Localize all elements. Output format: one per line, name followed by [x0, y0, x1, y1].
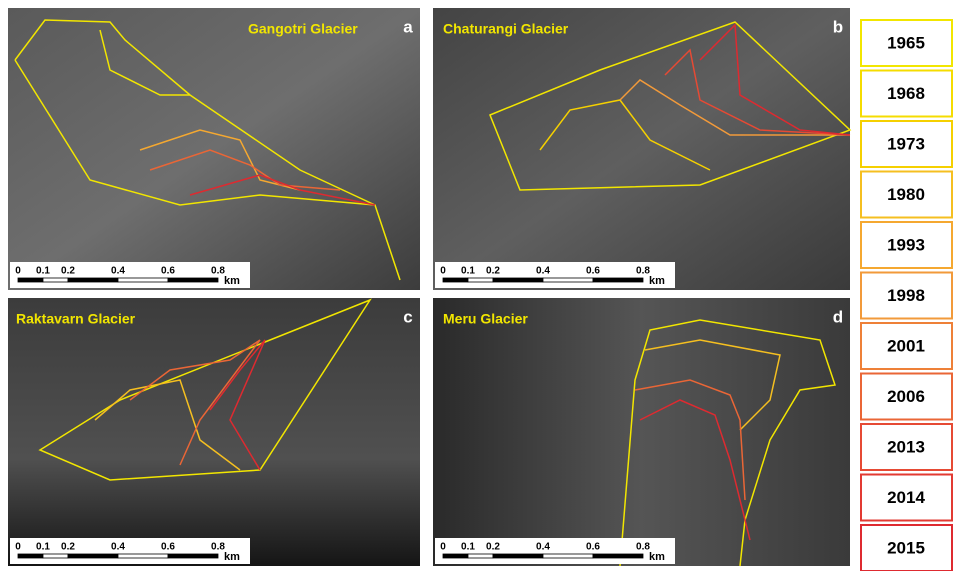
- legend-box: [860, 19, 953, 67]
- scale-label: 0.6: [161, 266, 175, 277]
- image-c: [8, 298, 420, 566]
- scale-segment: [17, 553, 44, 559]
- scale-segment: [492, 553, 544, 559]
- panel-letter: c: [403, 307, 412, 326]
- legend-box: [860, 170, 953, 219]
- scale-label: 0.1: [461, 266, 475, 277]
- legend-box: [860, 372, 953, 421]
- scale-segment: [167, 553, 219, 559]
- legend-year: 2001: [887, 336, 925, 355]
- legend-box: [860, 69, 953, 118]
- scale-segment: [442, 553, 469, 559]
- scale-label: 0.1: [36, 542, 50, 553]
- legend-year: 1973: [887, 134, 925, 153]
- scale-segment: [467, 553, 494, 559]
- panel-title: Meru Glacier: [443, 311, 528, 327]
- scale-label: 0.4: [111, 266, 125, 277]
- scale-label: 0.2: [61, 266, 75, 277]
- scale-label: 0.8: [211, 542, 225, 553]
- scale-label: 0.4: [536, 542, 550, 553]
- legend-year: 1980: [887, 185, 925, 204]
- legend-year: 1998: [887, 286, 925, 305]
- panel-title: Raktavarn Glacier: [16, 311, 136, 327]
- panel-letter: b: [833, 17, 843, 36]
- scale-label: 0.2: [486, 266, 500, 277]
- scale-background: [10, 538, 250, 564]
- scale-segment: [67, 277, 119, 283]
- legend-box: [860, 322, 953, 370]
- legend-box: [860, 120, 953, 168]
- scale-label: 0.8: [636, 542, 650, 553]
- legend-year: 2006: [887, 387, 925, 406]
- scale-label: 0.6: [586, 542, 600, 553]
- scale-unit: km: [649, 275, 665, 287]
- scale-segment: [117, 553, 169, 559]
- scale-background: [10, 262, 250, 288]
- scale-segment: [67, 553, 119, 559]
- legend-year: 1965: [887, 33, 925, 52]
- scale-background: [435, 538, 675, 564]
- scale-segment: [542, 277, 594, 283]
- scale-label: 0: [15, 266, 21, 277]
- scale-label: 0: [440, 266, 446, 277]
- legend-year: 2013: [887, 437, 925, 456]
- scale-background: [435, 262, 675, 288]
- scale-segment: [592, 553, 644, 559]
- scale-segment: [442, 277, 469, 283]
- scale-label: 0.4: [111, 542, 125, 553]
- scale-label: 0.2: [486, 542, 500, 553]
- legend-year: 1968: [887, 84, 925, 103]
- scale-label: 0: [15, 542, 21, 553]
- legend-box: [860, 271, 953, 320]
- outlines: [14, 19, 852, 567]
- scale-label: 0: [440, 542, 446, 553]
- scale-unit: km: [224, 275, 240, 287]
- scale-unit: km: [224, 551, 240, 563]
- legend-year: 2014: [887, 488, 925, 507]
- legend-box: [860, 524, 953, 572]
- scale-label: 0.1: [36, 266, 50, 277]
- scale-label: 0.4: [536, 266, 550, 277]
- scale-segment: [542, 553, 594, 559]
- scale-label: 0.6: [161, 542, 175, 553]
- scale-segment: [592, 277, 644, 283]
- scale-segment: [42, 553, 69, 559]
- panel-letter: d: [833, 307, 843, 326]
- scale-label: 0.6: [586, 266, 600, 277]
- legend-box: [860, 473, 953, 522]
- scale-unit: km: [649, 551, 665, 563]
- scale-segment: [492, 277, 544, 283]
- panel-title: Chaturangi Glacier: [443, 21, 569, 37]
- legend-year: 2015: [887, 538, 925, 557]
- legend-year: 1993: [887, 235, 925, 254]
- panel-letter: a: [403, 17, 413, 36]
- panel-title: Gangotri Glacier: [248, 21, 358, 37]
- scale-label: 0.1: [461, 542, 475, 553]
- scale-label: 0.8: [211, 266, 225, 277]
- image-a: [8, 8, 420, 290]
- scale-label: 0.8: [636, 266, 650, 277]
- scale-label: 0.2: [61, 542, 75, 553]
- scale-segment: [167, 277, 219, 283]
- scale-segment: [17, 277, 44, 283]
- image-b: [433, 8, 850, 290]
- scale-segment: [42, 277, 69, 283]
- legend-box: [860, 221, 953, 269]
- scale-segment: [467, 277, 494, 283]
- scale-segment: [117, 277, 169, 283]
- legend-box: [860, 423, 953, 471]
- image-d: [433, 298, 850, 566]
